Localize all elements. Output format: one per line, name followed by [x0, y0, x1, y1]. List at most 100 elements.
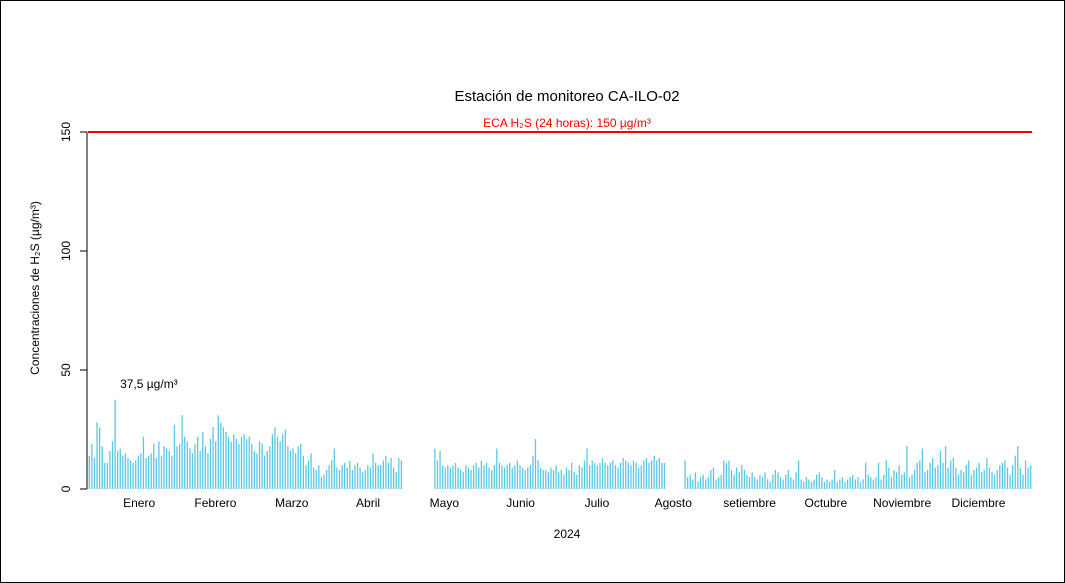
bar	[122, 455, 124, 489]
bar	[970, 474, 973, 489]
bar	[736, 467, 738, 489]
bar	[145, 458, 147, 489]
bar	[625, 460, 627, 489]
bar	[248, 436, 250, 489]
bar	[746, 474, 748, 489]
bar	[511, 467, 513, 489]
bar	[759, 474, 761, 489]
bar	[545, 469, 547, 489]
bar	[470, 469, 472, 489]
bar	[245, 439, 248, 489]
bar	[883, 474, 885, 489]
x-tick-label: Marzo	[275, 496, 309, 510]
bar	[769, 481, 771, 489]
bar	[968, 460, 970, 489]
bar	[826, 479, 828, 489]
bar	[766, 479, 769, 489]
bar	[101, 446, 103, 489]
bar	[333, 448, 335, 489]
bar	[919, 460, 921, 489]
bar	[377, 465, 379, 489]
bar	[196, 436, 199, 489]
bar	[813, 479, 815, 489]
bar	[831, 479, 833, 489]
bar	[743, 469, 746, 489]
bar	[818, 472, 820, 489]
bar	[478, 467, 480, 489]
bar	[844, 481, 846, 489]
bar	[924, 472, 926, 489]
x-tick-label: Febrero	[194, 496, 236, 510]
bar	[558, 472, 560, 489]
bar	[186, 441, 188, 489]
bar	[202, 431, 204, 489]
bar	[653, 455, 655, 489]
bar	[111, 441, 114, 489]
bar	[222, 427, 225, 489]
bar	[705, 479, 707, 489]
bar	[215, 441, 217, 489]
bar	[916, 462, 918, 489]
bar	[251, 443, 253, 489]
bar	[570, 462, 573, 489]
bar	[367, 465, 369, 489]
bar	[697, 481, 699, 489]
bar	[568, 469, 570, 489]
bar	[839, 479, 841, 489]
bar	[1019, 467, 1022, 489]
x-axis-label: 2024	[554, 527, 581, 541]
bar	[400, 460, 403, 489]
bar	[565, 467, 568, 489]
bar	[991, 472, 993, 489]
bar	[622, 458, 624, 489]
bar	[253, 450, 256, 489]
bar	[96, 422, 98, 489]
bar	[805, 477, 807, 489]
bar	[467, 467, 470, 489]
bar	[153, 443, 155, 489]
annotation: 37,5 µg/m³	[120, 377, 178, 391]
bar	[496, 448, 498, 489]
bar	[158, 441, 160, 489]
bar	[707, 477, 709, 489]
bar	[754, 477, 756, 489]
bar	[937, 465, 939, 489]
bar	[965, 465, 967, 489]
bar	[748, 477, 751, 489]
bar	[715, 479, 717, 489]
bar	[235, 439, 237, 489]
bar	[846, 479, 849, 489]
bar	[908, 477, 911, 489]
bar	[521, 467, 524, 489]
bar	[346, 467, 348, 489]
bar	[356, 462, 359, 489]
bar	[576, 474, 578, 489]
bar	[359, 467, 361, 489]
bar	[132, 462, 134, 489]
bar	[436, 460, 439, 489]
bar	[542, 469, 544, 489]
bar	[220, 422, 222, 489]
bar	[336, 467, 338, 489]
bar	[939, 450, 942, 489]
bar	[305, 465, 307, 489]
bar	[302, 455, 305, 489]
y-tick-label: 150	[59, 122, 73, 142]
bar	[981, 472, 983, 489]
bar	[176, 446, 178, 489]
bar	[875, 477, 877, 489]
bar	[529, 465, 531, 489]
bar	[854, 479, 856, 489]
bar	[119, 448, 121, 489]
bar	[586, 448, 588, 489]
bar	[1009, 474, 1011, 489]
bar	[323, 474, 325, 489]
bar	[890, 477, 893, 489]
bar	[596, 465, 599, 489]
bar	[519, 465, 521, 489]
bar	[978, 462, 980, 489]
bar	[614, 465, 617, 489]
bar	[635, 462, 637, 489]
y-tick-label: 50	[59, 363, 73, 377]
bar	[166, 448, 168, 489]
